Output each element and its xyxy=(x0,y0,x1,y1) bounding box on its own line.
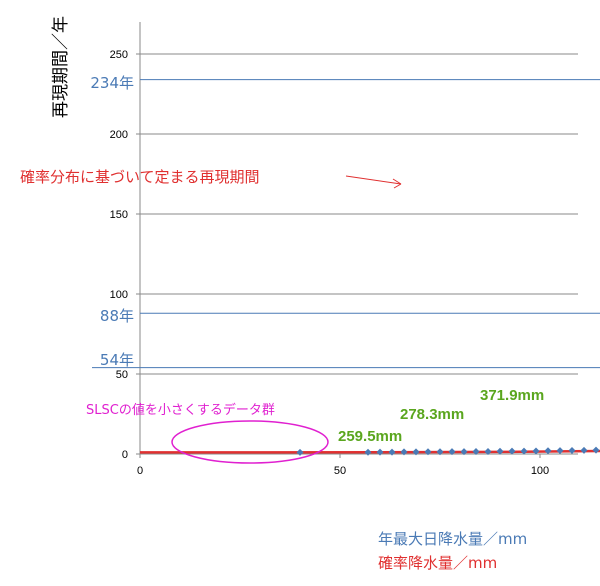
data-point-6 xyxy=(424,448,432,456)
x-axis-label-probable: 確率降水量／mm xyxy=(378,554,497,572)
y-tick-label-100: 100 xyxy=(110,289,128,301)
data-point-16 xyxy=(544,447,552,455)
y-tick-label-250: 250 xyxy=(110,49,128,61)
y-axis-label: 再現期間／年 xyxy=(51,16,71,118)
y-tick-label-200: 200 xyxy=(110,129,128,141)
x-tick-label-50: 50 xyxy=(334,465,346,477)
data-point-2 xyxy=(376,448,384,456)
slsc-group-ellipse xyxy=(171,420,329,464)
x-tick-label-100: 100 xyxy=(531,465,549,477)
curve-annotation: 確率分布に基づいて定まる再現期間 xyxy=(20,168,260,186)
data-point-11 xyxy=(484,447,492,455)
data-point-0 xyxy=(296,448,304,456)
probability-curve-line xyxy=(140,449,600,454)
curve-annotation-arrowhead xyxy=(392,178,402,189)
data-point-1 xyxy=(364,448,372,456)
data-point-10 xyxy=(472,447,480,455)
y-value-label-X3: 54年 xyxy=(100,351,134,369)
horizontal-gridlines xyxy=(140,53,578,375)
data-point-13 xyxy=(508,447,516,455)
data-point-18 xyxy=(568,446,576,454)
y-value-label-X2: 88年 xyxy=(100,307,134,325)
highlight-guides xyxy=(92,79,600,369)
data-point-7 xyxy=(436,448,444,456)
axes xyxy=(136,22,578,458)
data-point-12 xyxy=(496,447,504,455)
data-point-17 xyxy=(556,447,564,455)
data-point-5 xyxy=(412,448,420,456)
data-points xyxy=(296,446,600,456)
data-point-19 xyxy=(580,446,588,454)
x-value-label-X3: 259.5mm xyxy=(338,428,402,445)
data-point-8 xyxy=(448,448,456,456)
data-point-3 xyxy=(388,448,396,456)
x-value-label-X1: 371.9mm xyxy=(480,387,544,404)
probability-curve xyxy=(140,449,600,454)
y-tick-label-150: 150 xyxy=(110,209,128,221)
slsc-group-label: SLSCの値を小さくするデータ群 xyxy=(86,402,275,418)
data-point-20 xyxy=(592,446,600,454)
y-tick-label-0: 0 xyxy=(122,449,128,461)
curve-annotation-arrow xyxy=(345,175,402,185)
data-point-14 xyxy=(520,447,528,455)
y-value-label-X1: 234年 xyxy=(90,74,134,92)
x-axis-label-annual-max: 年最大日降水量／mm xyxy=(378,530,527,548)
data-point-4 xyxy=(400,448,408,456)
x-tick-label-0: 0 xyxy=(137,465,143,477)
x-value-label-X2: 278.3mm xyxy=(400,406,464,423)
data-point-9 xyxy=(460,448,468,456)
y-tick-label-50: 50 xyxy=(116,369,128,381)
data-point-15 xyxy=(532,447,540,455)
tick-labels: 050100150200250050100150200250300350400 xyxy=(110,49,550,477)
